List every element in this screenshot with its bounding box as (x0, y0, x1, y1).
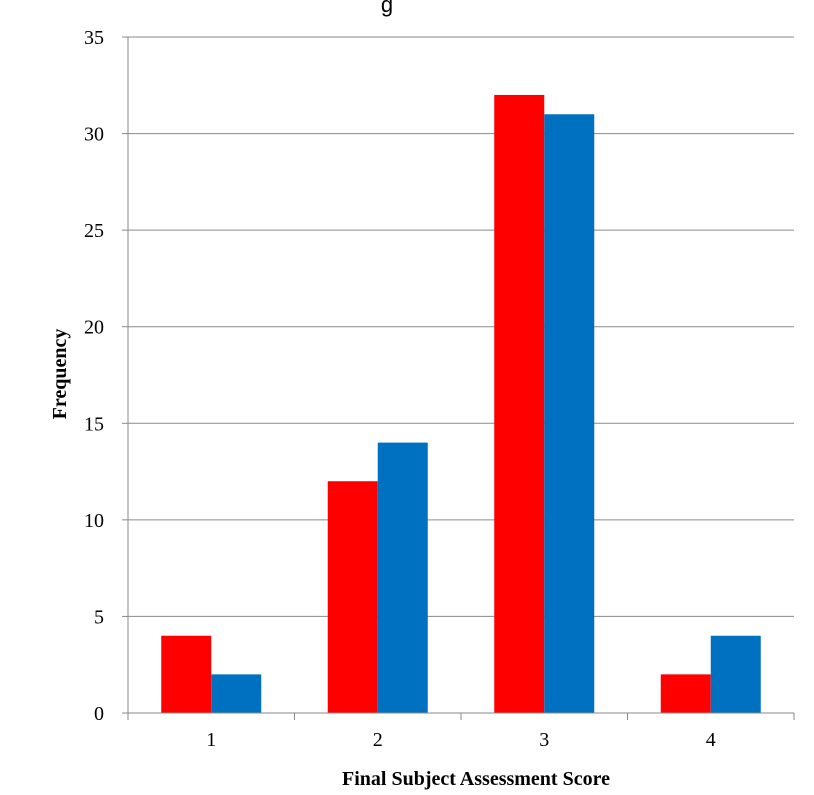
bars (161, 94, 761, 713)
x-tick-labels: 1 2 3 4 (206, 729, 716, 751)
bar-series1-cat-3 (494, 94, 545, 713)
y-axis-title: Frequency (49, 329, 71, 420)
y-tick-label: 10 (84, 510, 104, 532)
bar-series1-cat-2 (327, 481, 378, 713)
bar-series2-cat-3 (544, 114, 595, 713)
x-axis-title: Final Subject Assessment Score (342, 768, 610, 790)
bar-series2-cat-4 (710, 635, 761, 713)
x-tick-label: 1 (206, 729, 216, 751)
y-tick-label: 35 (84, 27, 104, 49)
y-tick-label: 5 (94, 606, 104, 628)
bar-series1-cat-4 (660, 674, 711, 713)
y-tick-labels: 0 5 10 15 20 25 30 35 (84, 27, 104, 725)
y-tick-label: 15 (84, 413, 104, 435)
y-tick-label: 25 (84, 220, 104, 242)
bar-series2-cat-1 (211, 674, 262, 713)
chart-title-fragment: g (381, 0, 393, 17)
bar-series2-cat-2 (377, 442, 428, 713)
gridlines (128, 36, 794, 617)
axes (122, 36, 795, 720)
bar-series1-cat-1 (161, 635, 212, 713)
y-tick-label: 30 (84, 124, 104, 146)
x-tick-label: 2 (373, 729, 383, 751)
x-tick-label: 3 (539, 729, 549, 751)
y-tick-label: 0 (94, 703, 104, 725)
y-tick-label: 20 (84, 317, 104, 339)
x-tick-label: 4 (706, 729, 716, 751)
